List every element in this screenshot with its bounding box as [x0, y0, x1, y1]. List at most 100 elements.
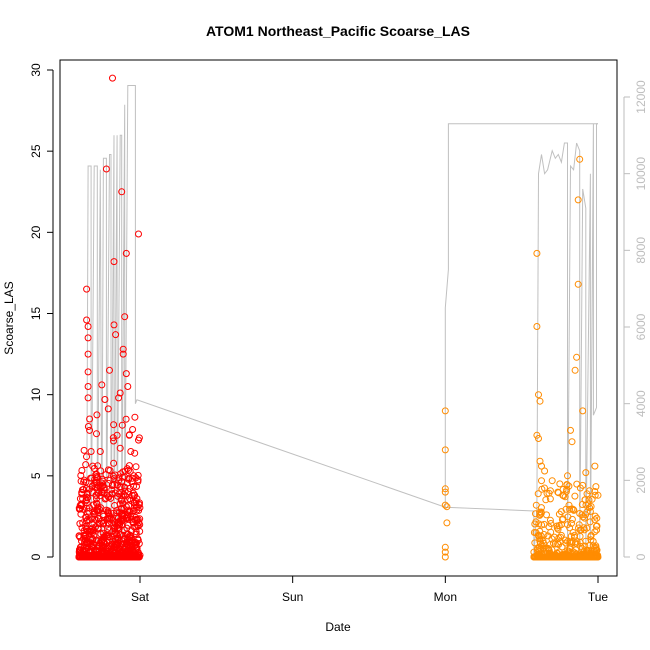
y-left-tick-label: 10: [29, 388, 43, 402]
data-point: [574, 280, 582, 288]
data-point: [104, 405, 112, 413]
y-right-tick-label: 6000: [634, 313, 648, 340]
data-point: [93, 430, 100, 438]
data-point: [108, 490, 116, 498]
data-point: [583, 524, 591, 532]
data-point: [126, 508, 134, 516]
data-point: [536, 397, 544, 405]
data-point: [116, 389, 124, 397]
data-point: [127, 448, 135, 455]
data-point: [568, 519, 575, 527]
data-point: [129, 489, 137, 497]
data-point: [78, 500, 85, 508]
data-point: [532, 510, 539, 518]
data-point: [122, 249, 130, 257]
data-point: [88, 482, 96, 490]
data-point: [112, 331, 120, 339]
data-point: [555, 489, 562, 497]
gray-line-series-segment: [444, 123, 598, 508]
y-right-tick-label: 8000: [634, 237, 648, 264]
data-point: [110, 258, 118, 266]
data-point: [568, 438, 576, 446]
data-point: [582, 537, 590, 545]
data-point: [112, 509, 120, 517]
data-point: [133, 483, 140, 490]
data-point: [93, 506, 101, 514]
data-point: [125, 466, 132, 474]
data-point: [586, 508, 594, 515]
data-point: [76, 520, 84, 528]
data-point: [119, 345, 127, 353]
data-point: [541, 484, 548, 492]
data-point: [591, 491, 599, 499]
data-point: [84, 423, 92, 430]
data-point: [120, 535, 128, 543]
data-point: [564, 472, 571, 480]
data-point: [121, 540, 129, 548]
data-point: [124, 383, 132, 390]
data-point: [95, 520, 103, 528]
data-point: [589, 537, 597, 545]
data-point: [113, 431, 121, 439]
data-point: [98, 381, 106, 389]
data-point: [441, 548, 449, 556]
gray-line-layer: [86, 85, 598, 558]
data-point: [126, 467, 134, 475]
data-point: [555, 534, 563, 542]
data-point: [106, 467, 114, 474]
data-point: [548, 477, 556, 485]
data-point: [571, 366, 579, 374]
data-point: [110, 321, 118, 329]
data-point: [91, 515, 99, 523]
data-point: [443, 519, 451, 527]
data-point: [582, 511, 590, 519]
data-point: [75, 532, 83, 540]
data-point: [568, 505, 576, 513]
data-point: [581, 496, 589, 504]
data-point: [84, 383, 92, 390]
data-point: [441, 407, 449, 415]
y-left-tick-label: 30: [29, 63, 43, 77]
data-point: [98, 475, 106, 483]
data-point: [118, 421, 126, 429]
y-right-tick-label: 10000: [634, 157, 648, 191]
data-point: [106, 366, 113, 374]
data-point: [585, 496, 593, 504]
data-point: [536, 535, 544, 543]
data-point: [591, 528, 599, 536]
data-point: [555, 541, 563, 548]
data-point: [132, 463, 140, 471]
data-point: [83, 496, 90, 504]
data-point: [582, 501, 590, 509]
data-point: [129, 519, 137, 527]
data-point: [98, 479, 106, 487]
data-point: [78, 524, 86, 532]
data-point: [84, 350, 92, 358]
data-point: [122, 415, 130, 423]
data-point: [96, 448, 104, 455]
y-left-tick-label: 25: [29, 144, 43, 158]
data-point: [121, 543, 129, 551]
data-point: [559, 486, 567, 493]
data-point: [83, 453, 90, 461]
data-point: [94, 503, 102, 511]
data-point: [546, 516, 554, 524]
data-point: [125, 431, 133, 439]
data-point: [119, 511, 127, 519]
data-point: [593, 514, 601, 522]
data-point: [532, 501, 540, 509]
data-point: [558, 516, 566, 524]
data-point: [83, 316, 91, 324]
data-point: [84, 368, 92, 376]
data-point: [130, 482, 137, 490]
data-point: [566, 524, 574, 532]
data-point: [542, 496, 550, 504]
data-point: [83, 517, 90, 525]
data-point: [581, 542, 589, 550]
data-point: [116, 444, 124, 452]
data-point: [121, 313, 129, 321]
data-point: [82, 461, 90, 469]
data-point: [85, 527, 93, 535]
x-tick-label: Sat: [131, 590, 150, 604]
